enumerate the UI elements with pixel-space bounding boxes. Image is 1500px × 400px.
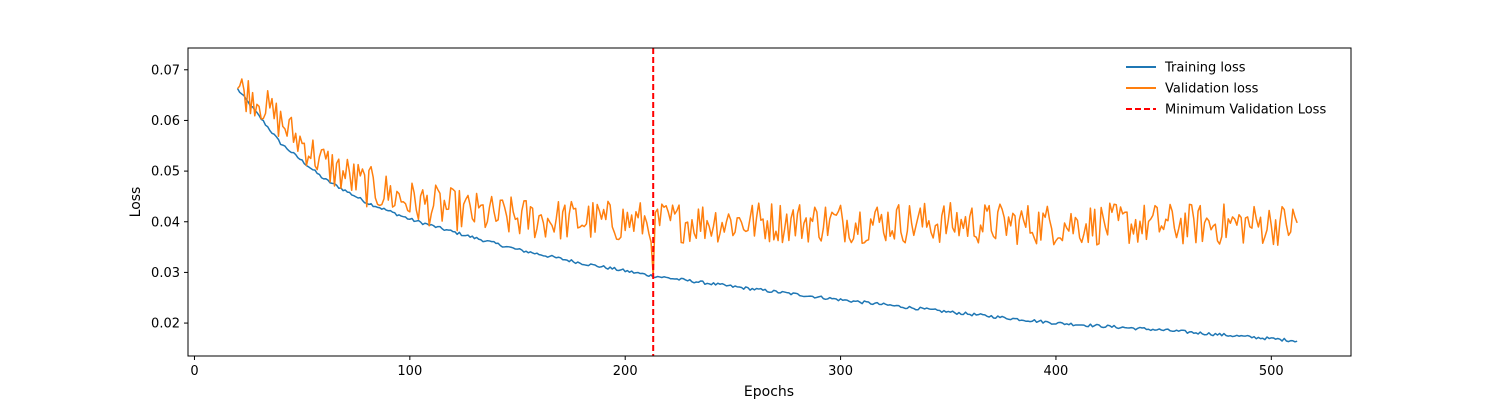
y-tick-label: 0.06 <box>151 114 180 129</box>
series-line-validation-loss <box>236 78 1298 277</box>
legend-label-min-validation-loss: Minimum Validation Loss <box>1165 103 1326 118</box>
series-line-training-loss <box>236 88 1298 343</box>
legend-label-training-loss: Training loss <box>1164 61 1246 76</box>
y-axis-label: Loss <box>128 187 144 218</box>
y-tick-label: 0.07 <box>151 63 180 78</box>
x-axis: 0 100 200 300 400 500 <box>190 356 1284 379</box>
y-tick-label: 0.04 <box>151 215 180 230</box>
x-tick-label: 200 <box>613 364 638 379</box>
x-tick-label: 500 <box>1259 364 1284 379</box>
y-tick-label: 0.02 <box>151 317 180 332</box>
legend-label-validation-loss: Validation loss <box>1165 82 1259 97</box>
y-tick-label: 0.03 <box>151 266 180 281</box>
y-tick-label: 0.05 <box>151 165 180 180</box>
plot-layer <box>236 48 1298 356</box>
x-tick-label: 400 <box>1044 364 1069 379</box>
x-tick-label: 100 <box>397 364 422 379</box>
x-tick-label: 0 <box>190 364 198 379</box>
plot-frame <box>187 47 1352 357</box>
x-axis-label: Epochs <box>744 384 794 400</box>
legend: Training loss Validation loss Minimum Vali… <box>1126 61 1326 118</box>
y-axis: 0.02 0.03 0.04 0.05 0.06 0.07 <box>151 63 188 332</box>
x-tick-label: 300 <box>828 364 853 379</box>
